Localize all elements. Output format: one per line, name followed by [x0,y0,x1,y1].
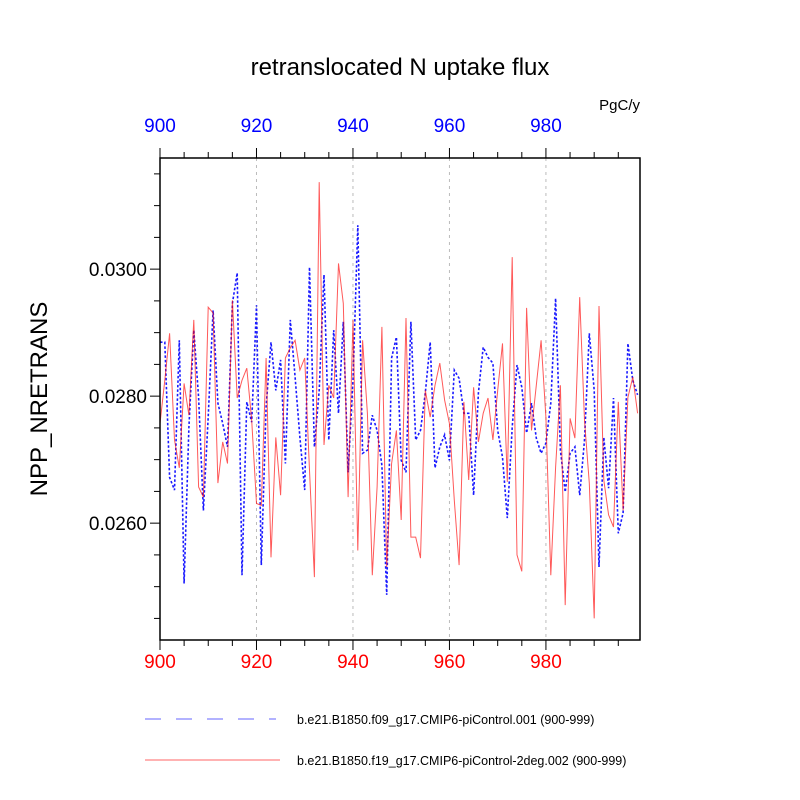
x-tick-label-top: 960 [434,116,466,137]
y-tick-label: 0.0300 [89,260,147,281]
x-tick-label-top: 980 [530,116,562,137]
x-tick-label-bottom: 960 [434,652,466,673]
chart-title: retranslocated N uptake flux [251,54,550,81]
x-tick-label-bottom: 940 [337,652,369,673]
x-tick-label-bottom: 980 [530,652,562,673]
legend-label-series-2: b.e21.B1850.f19_g17.CMIP6-piControl-2deg… [297,754,626,768]
gridlines [255,158,547,640]
legend: b.e21.B1850.f09_g17.CMIP6-piControl.001 … [145,713,626,768]
y-tick-label: 0.0260 [89,514,147,535]
x-tick-label-bottom: 920 [241,652,273,673]
x-tick-label-bottom: 900 [144,652,176,673]
series-line-1 [160,225,639,595]
y-tick-label: 0.0280 [89,387,147,408]
tick-labels: 900 900 920 920 940 940 960 960 980 980 0.0260 0.02… [89,116,562,673]
legend-label-series-1: b.e21.B1850.f09_g17.CMIP6-piControl.001 … [297,713,594,727]
series-line-2 [159,182,639,619]
y-axis-label: NPP_NRETRANS [26,302,53,497]
series-group [159,182,639,619]
units-label: PgC/y [599,97,640,114]
x-tick-label-top: 900 [144,116,176,137]
plot-frame [159,157,641,641]
x-tick-label-top: 940 [337,116,369,137]
axis-ticks [150,148,619,650]
x-tick-label-top: 920 [241,116,273,137]
